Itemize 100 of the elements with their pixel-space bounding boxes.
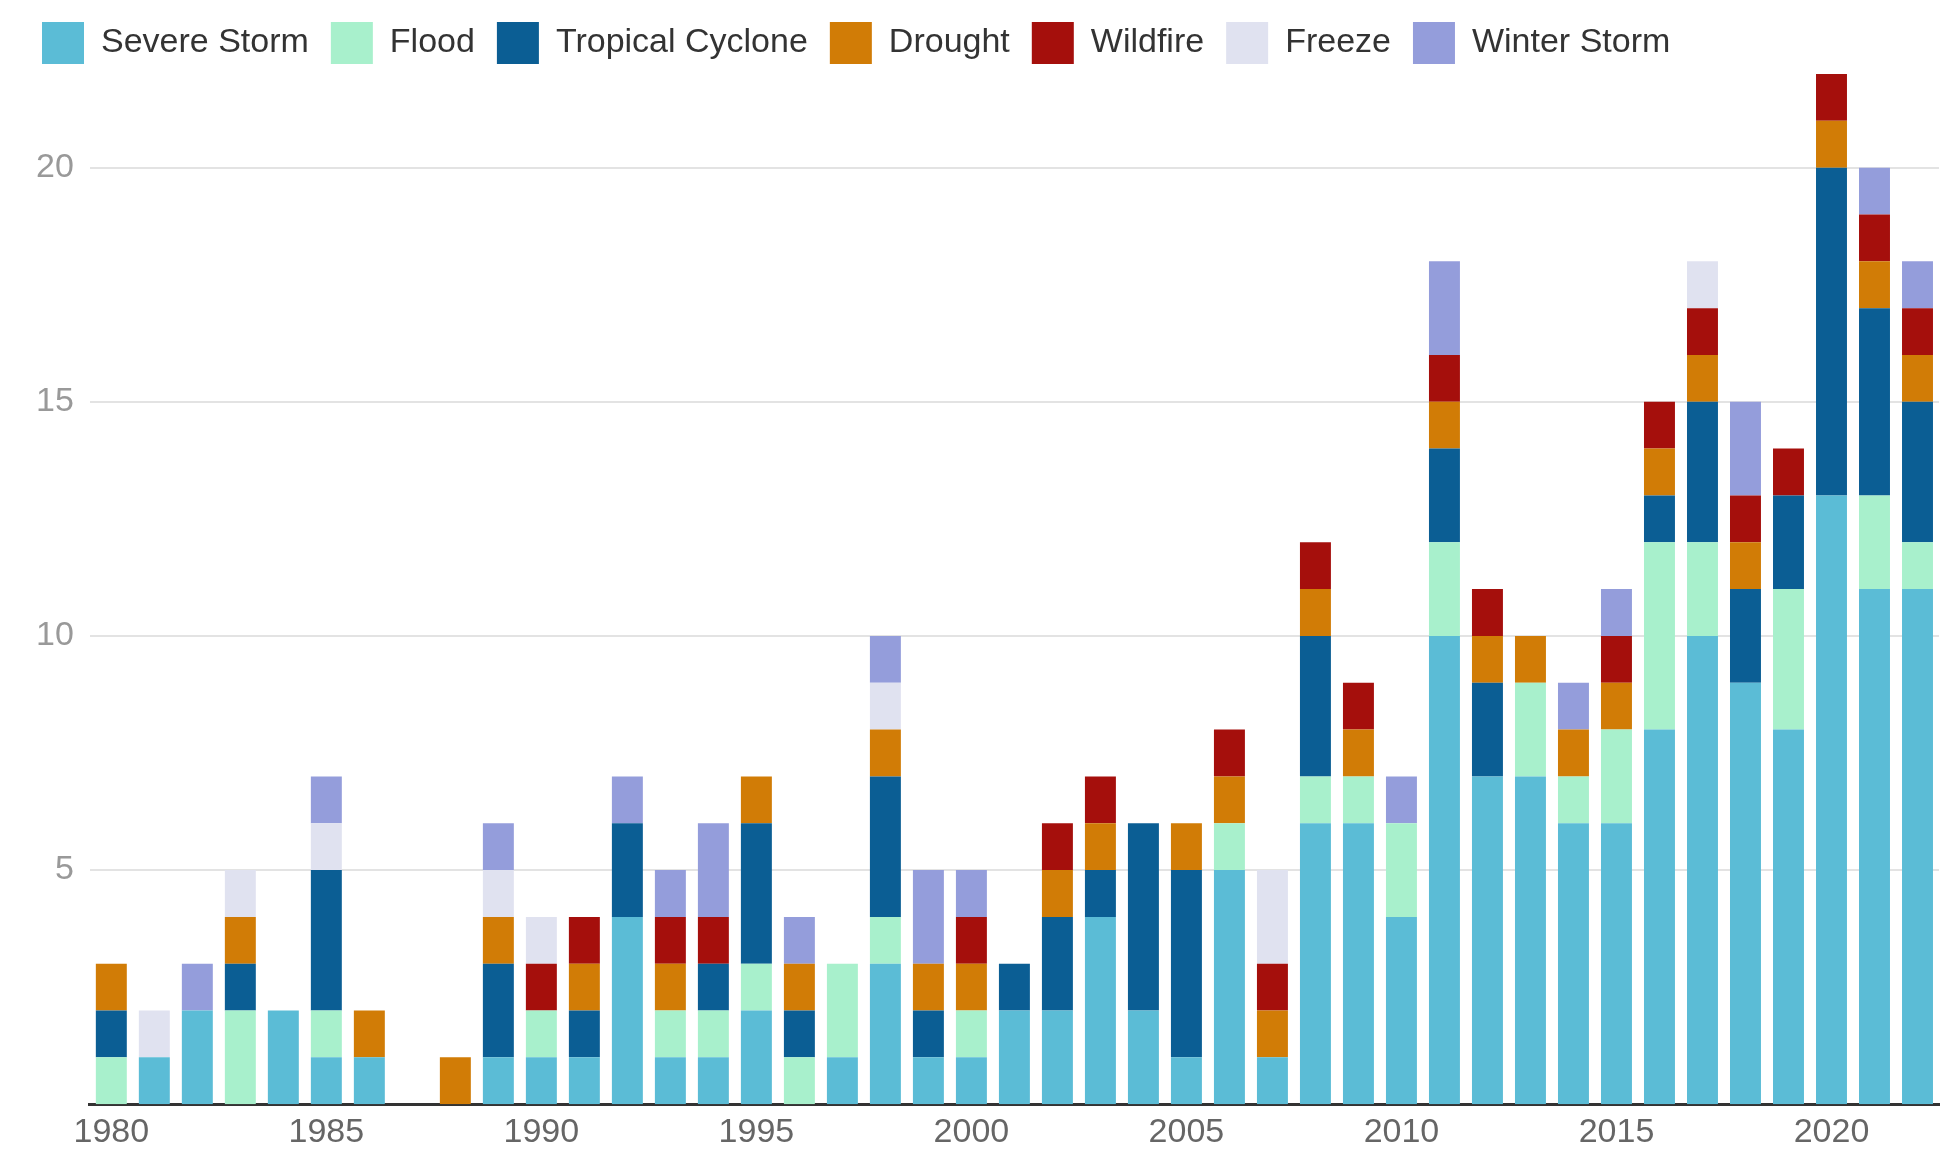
bar bbox=[740, 1010, 772, 1105]
bar bbox=[955, 963, 987, 1011]
y-tick-label: 20 bbox=[35, 146, 74, 185]
bar bbox=[654, 916, 686, 964]
bar bbox=[1299, 823, 1331, 1105]
bar bbox=[869, 682, 901, 730]
bar bbox=[95, 963, 127, 1011]
bar bbox=[1816, 120, 1847, 168]
bar bbox=[1557, 823, 1589, 1105]
bar bbox=[912, 1010, 944, 1058]
bar bbox=[1687, 354, 1718, 402]
bar bbox=[1256, 1010, 1288, 1058]
bar bbox=[1600, 682, 1632, 730]
bar bbox=[224, 963, 256, 1011]
bar bbox=[1428, 401, 1460, 449]
bar bbox=[955, 916, 987, 964]
bar bbox=[611, 823, 643, 917]
bar bbox=[912, 870, 944, 964]
bar bbox=[998, 1010, 1030, 1105]
bar bbox=[310, 1057, 342, 1105]
bar bbox=[869, 963, 901, 1105]
bar bbox=[1902, 354, 1933, 402]
bar bbox=[1471, 682, 1503, 777]
bar bbox=[525, 1010, 557, 1058]
bar bbox=[1859, 495, 1890, 590]
bar bbox=[1600, 729, 1632, 824]
bar bbox=[1471, 776, 1503, 1105]
legend-label: Wildfire bbox=[1090, 21, 1205, 60]
bar bbox=[1041, 1010, 1073, 1105]
bar bbox=[826, 963, 858, 1058]
x-tick-label: 1980 bbox=[73, 1110, 150, 1149]
bar bbox=[525, 1057, 557, 1105]
bar bbox=[1170, 870, 1202, 1058]
bar bbox=[697, 916, 729, 964]
bar bbox=[1170, 823, 1202, 871]
legend-label: Winter Storm bbox=[1471, 21, 1671, 60]
bar bbox=[1687, 308, 1718, 355]
bar bbox=[353, 1057, 385, 1105]
legend-label: Flood bbox=[389, 21, 475, 60]
bar bbox=[1730, 589, 1761, 683]
bar bbox=[138, 1010, 170, 1058]
bar bbox=[783, 1057, 815, 1105]
bar bbox=[1342, 729, 1374, 777]
bar bbox=[1213, 776, 1245, 824]
bar bbox=[1859, 167, 1890, 215]
bar bbox=[1127, 1010, 1159, 1105]
bar bbox=[1557, 776, 1589, 824]
x-tick-label: 1995 bbox=[718, 1110, 795, 1149]
bar bbox=[181, 963, 213, 1011]
bar bbox=[1256, 870, 1288, 964]
bar bbox=[783, 963, 815, 1011]
bar bbox=[1816, 495, 1847, 1105]
x-tick-label: 2010 bbox=[1363, 1110, 1440, 1149]
bar bbox=[869, 635, 901, 683]
bar bbox=[1859, 261, 1890, 309]
bar bbox=[1299, 635, 1331, 777]
bar bbox=[482, 823, 514, 871]
bar bbox=[869, 916, 901, 964]
bar bbox=[740, 823, 772, 964]
bar bbox=[1773, 729, 1804, 1105]
bar bbox=[1428, 448, 1460, 543]
bar bbox=[1428, 261, 1460, 355]
bar bbox=[955, 1057, 987, 1105]
bar bbox=[1643, 495, 1675, 543]
bar bbox=[1342, 682, 1374, 730]
bar bbox=[1643, 729, 1675, 1105]
bar bbox=[1859, 214, 1890, 262]
bar bbox=[611, 776, 643, 824]
bar bbox=[869, 776, 901, 917]
bar bbox=[353, 1010, 385, 1058]
bar bbox=[1514, 682, 1546, 777]
bar bbox=[783, 916, 815, 964]
bar bbox=[826, 1057, 858, 1105]
bar bbox=[697, 823, 729, 917]
bar bbox=[1084, 776, 1116, 824]
bar bbox=[1859, 308, 1890, 496]
bar bbox=[1600, 589, 1632, 636]
bar bbox=[1902, 401, 1933, 543]
bar bbox=[697, 1057, 729, 1105]
legend-label: Drought bbox=[888, 21, 1011, 60]
bar bbox=[1084, 916, 1116, 1105]
bar bbox=[1730, 542, 1761, 590]
bar bbox=[1213, 823, 1245, 871]
bar bbox=[1041, 823, 1073, 871]
x-tick-label: 2005 bbox=[1148, 1110, 1225, 1149]
bar bbox=[1859, 589, 1890, 1105]
bar bbox=[654, 1010, 686, 1058]
bar bbox=[1385, 776, 1417, 824]
bar bbox=[1256, 1057, 1288, 1105]
bar bbox=[1084, 823, 1116, 871]
bar bbox=[1687, 401, 1718, 543]
bar bbox=[1428, 635, 1460, 1105]
bar bbox=[1428, 354, 1460, 402]
bar bbox=[1471, 589, 1503, 636]
bar bbox=[1600, 823, 1632, 1105]
bar bbox=[1643, 448, 1675, 496]
bar bbox=[783, 1010, 815, 1058]
bar bbox=[955, 870, 987, 917]
bar bbox=[1428, 542, 1460, 636]
y-tick-label: 5 bbox=[54, 848, 74, 887]
